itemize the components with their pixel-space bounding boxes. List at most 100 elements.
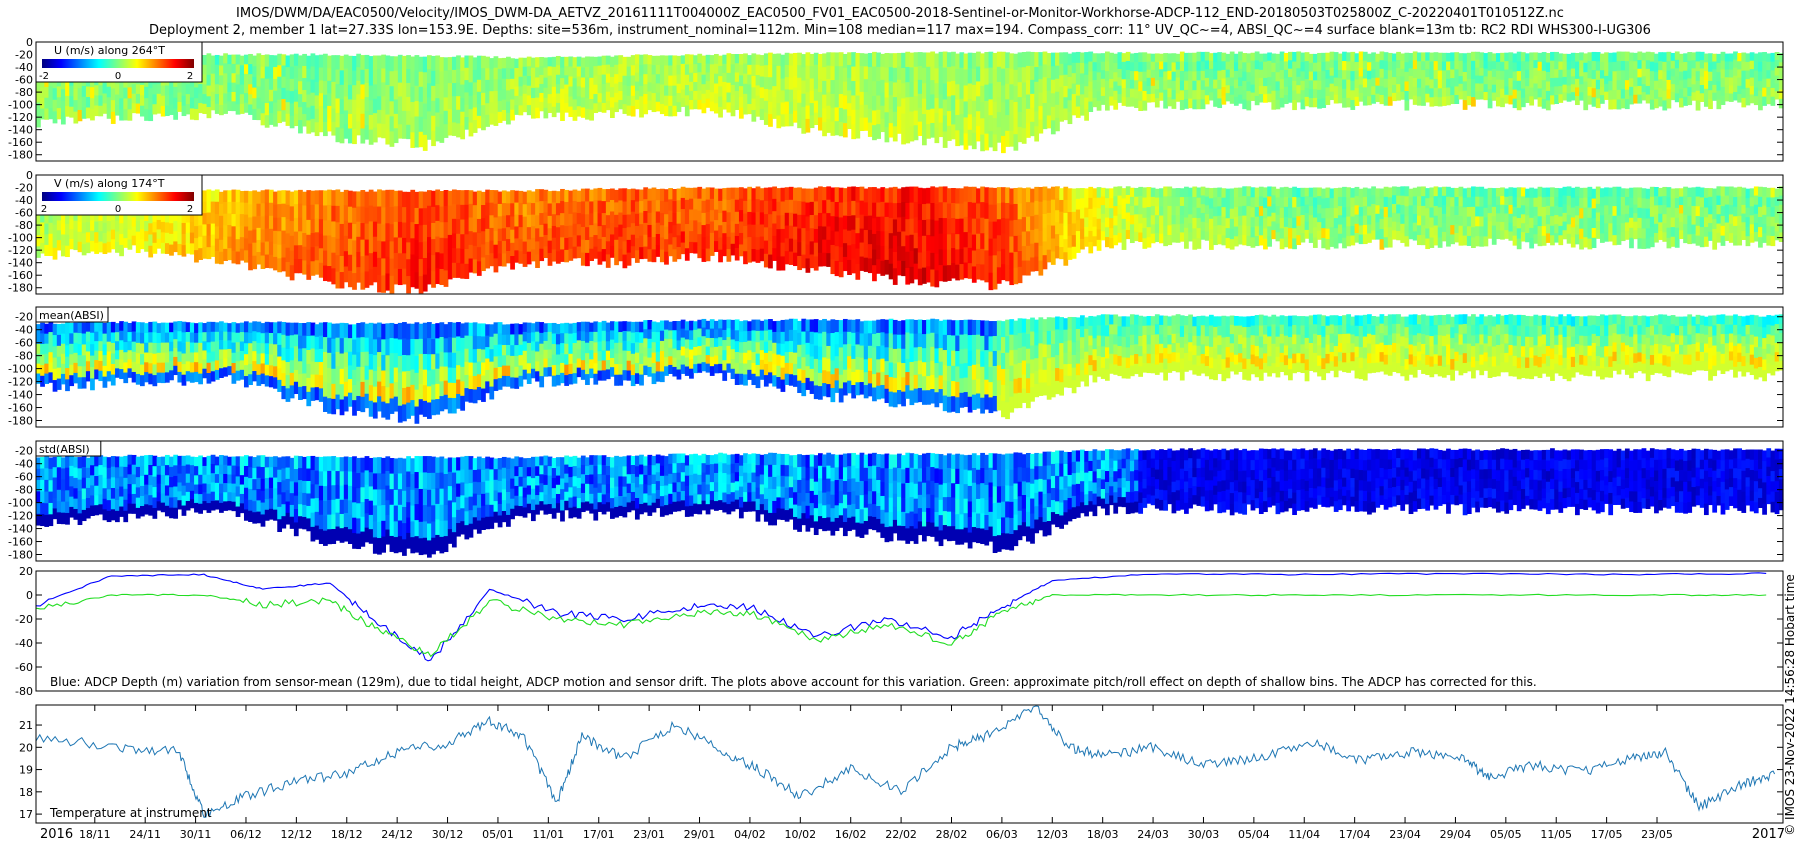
panel-u-cell — [385, 114, 391, 130]
panel-v-cell — [1213, 225, 1218, 236]
panel-v-cell — [838, 261, 844, 278]
panel-u-cell — [1458, 83, 1464, 92]
panel-u-cell — [377, 82, 382, 97]
panel-v-cell — [1154, 215, 1160, 225]
panel-u-cell — [418, 116, 424, 133]
panel-u-cell — [872, 51, 877, 67]
panel-v-cell — [847, 230, 852, 246]
panel-v-cell — [1117, 204, 1123, 215]
panel-u-cell — [1030, 65, 1035, 81]
panel-u-cell — [77, 77, 83, 89]
panel-u-cell — [863, 104, 869, 118]
panel-u-cell — [768, 89, 773, 103]
panel-u-cell — [801, 54, 807, 68]
panel-v-cell — [772, 198, 777, 212]
panel-u-cell — [1125, 79, 1131, 89]
panel-u-cell — [1633, 86, 1639, 96]
panel-u-cell — [1654, 62, 1659, 73]
panel-v-cell — [880, 260, 886, 276]
panel-u-cell — [1125, 88, 1131, 98]
panel-v-cell — [734, 187, 740, 201]
panel-u-cell — [793, 64, 798, 77]
panel-u-cell — [1350, 71, 1356, 82]
panel-v-cell — [1516, 228, 1522, 239]
panel-u-cell — [106, 97, 112, 109]
panel-v-cell — [1637, 197, 1643, 209]
panel-v-cell — [996, 251, 1002, 268]
panel-u-cell — [1292, 90, 1297, 101]
panel-u-cell — [1179, 51, 1185, 62]
panel-v-cell — [1570, 217, 1576, 228]
panel-v-cell — [1396, 195, 1401, 205]
panel-u-cell — [992, 85, 998, 103]
panel-v-cell — [1217, 215, 1223, 226]
panel-v-cell — [268, 254, 274, 269]
panel-u-cell — [1645, 60, 1651, 70]
panel-v-cell — [435, 205, 441, 222]
panel-u-cell — [743, 93, 748, 105]
panel-u-cell — [1491, 92, 1497, 101]
panel-u-cell — [668, 95, 674, 107]
panel-u-cell — [243, 93, 249, 104]
panel-u-cell — [90, 87, 95, 99]
panel-v-cell — [1233, 226, 1239, 237]
panel-v-cell — [427, 252, 432, 269]
panel-v-cell — [210, 190, 216, 203]
panel-u-cell — [1437, 97, 1443, 107]
panel-v-cell — [1512, 187, 1518, 198]
panel-v-cell — [963, 247, 969, 263]
panel-u-cell — [813, 88, 819, 102]
panel-v-cell — [1437, 187, 1443, 198]
panel-v-cell — [360, 239, 366, 257]
panel-v-cell — [1308, 215, 1314, 225]
panel-v-cell — [801, 241, 807, 256]
panel-v-cell — [1446, 186, 1451, 198]
panel-u-cell — [36, 90, 41, 103]
panel-v-cell — [1662, 214, 1668, 224]
panel-u-cell — [323, 53, 328, 68]
panel-u-cell — [1184, 80, 1189, 91]
panel-v-cell — [622, 241, 628, 255]
panel-v-cell — [967, 217, 973, 234]
panel-v-cell — [1213, 216, 1218, 227]
panel-v-cell — [551, 237, 557, 250]
panel-u-cell — [1728, 93, 1734, 102]
figure-title-line2: Deployment 2, member 1 lat=27.33S lon=15… — [149, 23, 1651, 38]
panel-u-cell — [934, 127, 940, 144]
panel-u-cell — [1275, 90, 1281, 101]
panel-v-cell — [1695, 206, 1701, 217]
panel-v-cell — [560, 201, 565, 214]
panel-u-cell — [156, 93, 162, 104]
panel-v-cell — [1416, 205, 1422, 217]
panel-u-cell — [1154, 80, 1160, 90]
panel-u-cell — [69, 106, 75, 118]
panel-u-cell — [1346, 97, 1352, 108]
panel-u-cell — [1017, 112, 1023, 128]
panel-v-cell — [622, 214, 628, 229]
panel-v-cell — [776, 242, 782, 257]
panel-u-cell — [1171, 90, 1177, 100]
panel-v-cell — [1242, 225, 1248, 236]
panel-v-cell — [476, 204, 482, 220]
panel-u-cell — [77, 88, 83, 100]
panel-u-cell — [264, 103, 270, 116]
panel-u-cell — [1770, 79, 1776, 89]
panel-u-cell — [872, 110, 877, 126]
panel-v-cell — [1292, 228, 1297, 239]
panel-v-cell — [568, 190, 574, 203]
panel-v-cell — [1125, 221, 1131, 231]
panel-v-cell — [1566, 205, 1572, 216]
panel-u-cell — [1641, 60, 1647, 69]
panel-v-cell — [834, 202, 840, 218]
panel-v-cell — [951, 263, 956, 279]
panel-u-cell — [867, 122, 873, 137]
panel-v-cell — [1666, 237, 1672, 249]
panel-u-cell — [1217, 52, 1223, 62]
panel-v-cell — [402, 191, 407, 208]
panel-u-cell — [1238, 68, 1243, 78]
panel-v-cell — [347, 270, 353, 288]
panel-u-cell — [1096, 72, 1102, 83]
panel-u-cell — [1616, 51, 1622, 62]
panel-v-cell — [1238, 187, 1243, 198]
panel-u-cell — [1117, 94, 1123, 103]
